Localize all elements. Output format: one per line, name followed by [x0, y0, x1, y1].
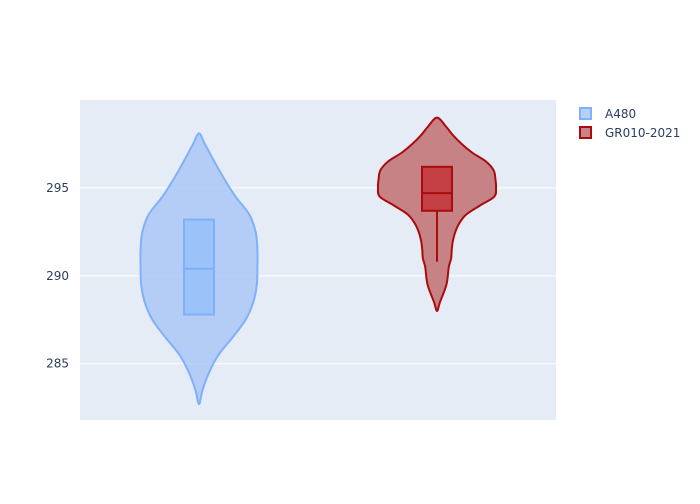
- y-tick-label: 290: [46, 269, 69, 283]
- y-tick-label: 295: [46, 181, 69, 195]
- violin-0[interactable]: [139, 132, 259, 406]
- legend[interactable]: A480 GR010-2021: [579, 107, 680, 140]
- legend-label: A480: [605, 107, 636, 121]
- legend-item-0[interactable]: A480: [579, 107, 636, 121]
- legend-label: GR010-2021: [605, 126, 680, 140]
- legend-swatch: [579, 107, 592, 120]
- legend-swatch: [579, 126, 592, 139]
- violin-box[interactable]: [183, 218, 215, 316]
- y-tick-label: 285: [46, 357, 69, 371]
- violins: [139, 116, 498, 406]
- y-tick-labels: 285 290 295: [46, 181, 69, 371]
- violin-box[interactable]: [421, 165, 453, 212]
- violin-1[interactable]: [376, 116, 498, 312]
- legend-item-1[interactable]: GR010-2021: [579, 126, 680, 140]
